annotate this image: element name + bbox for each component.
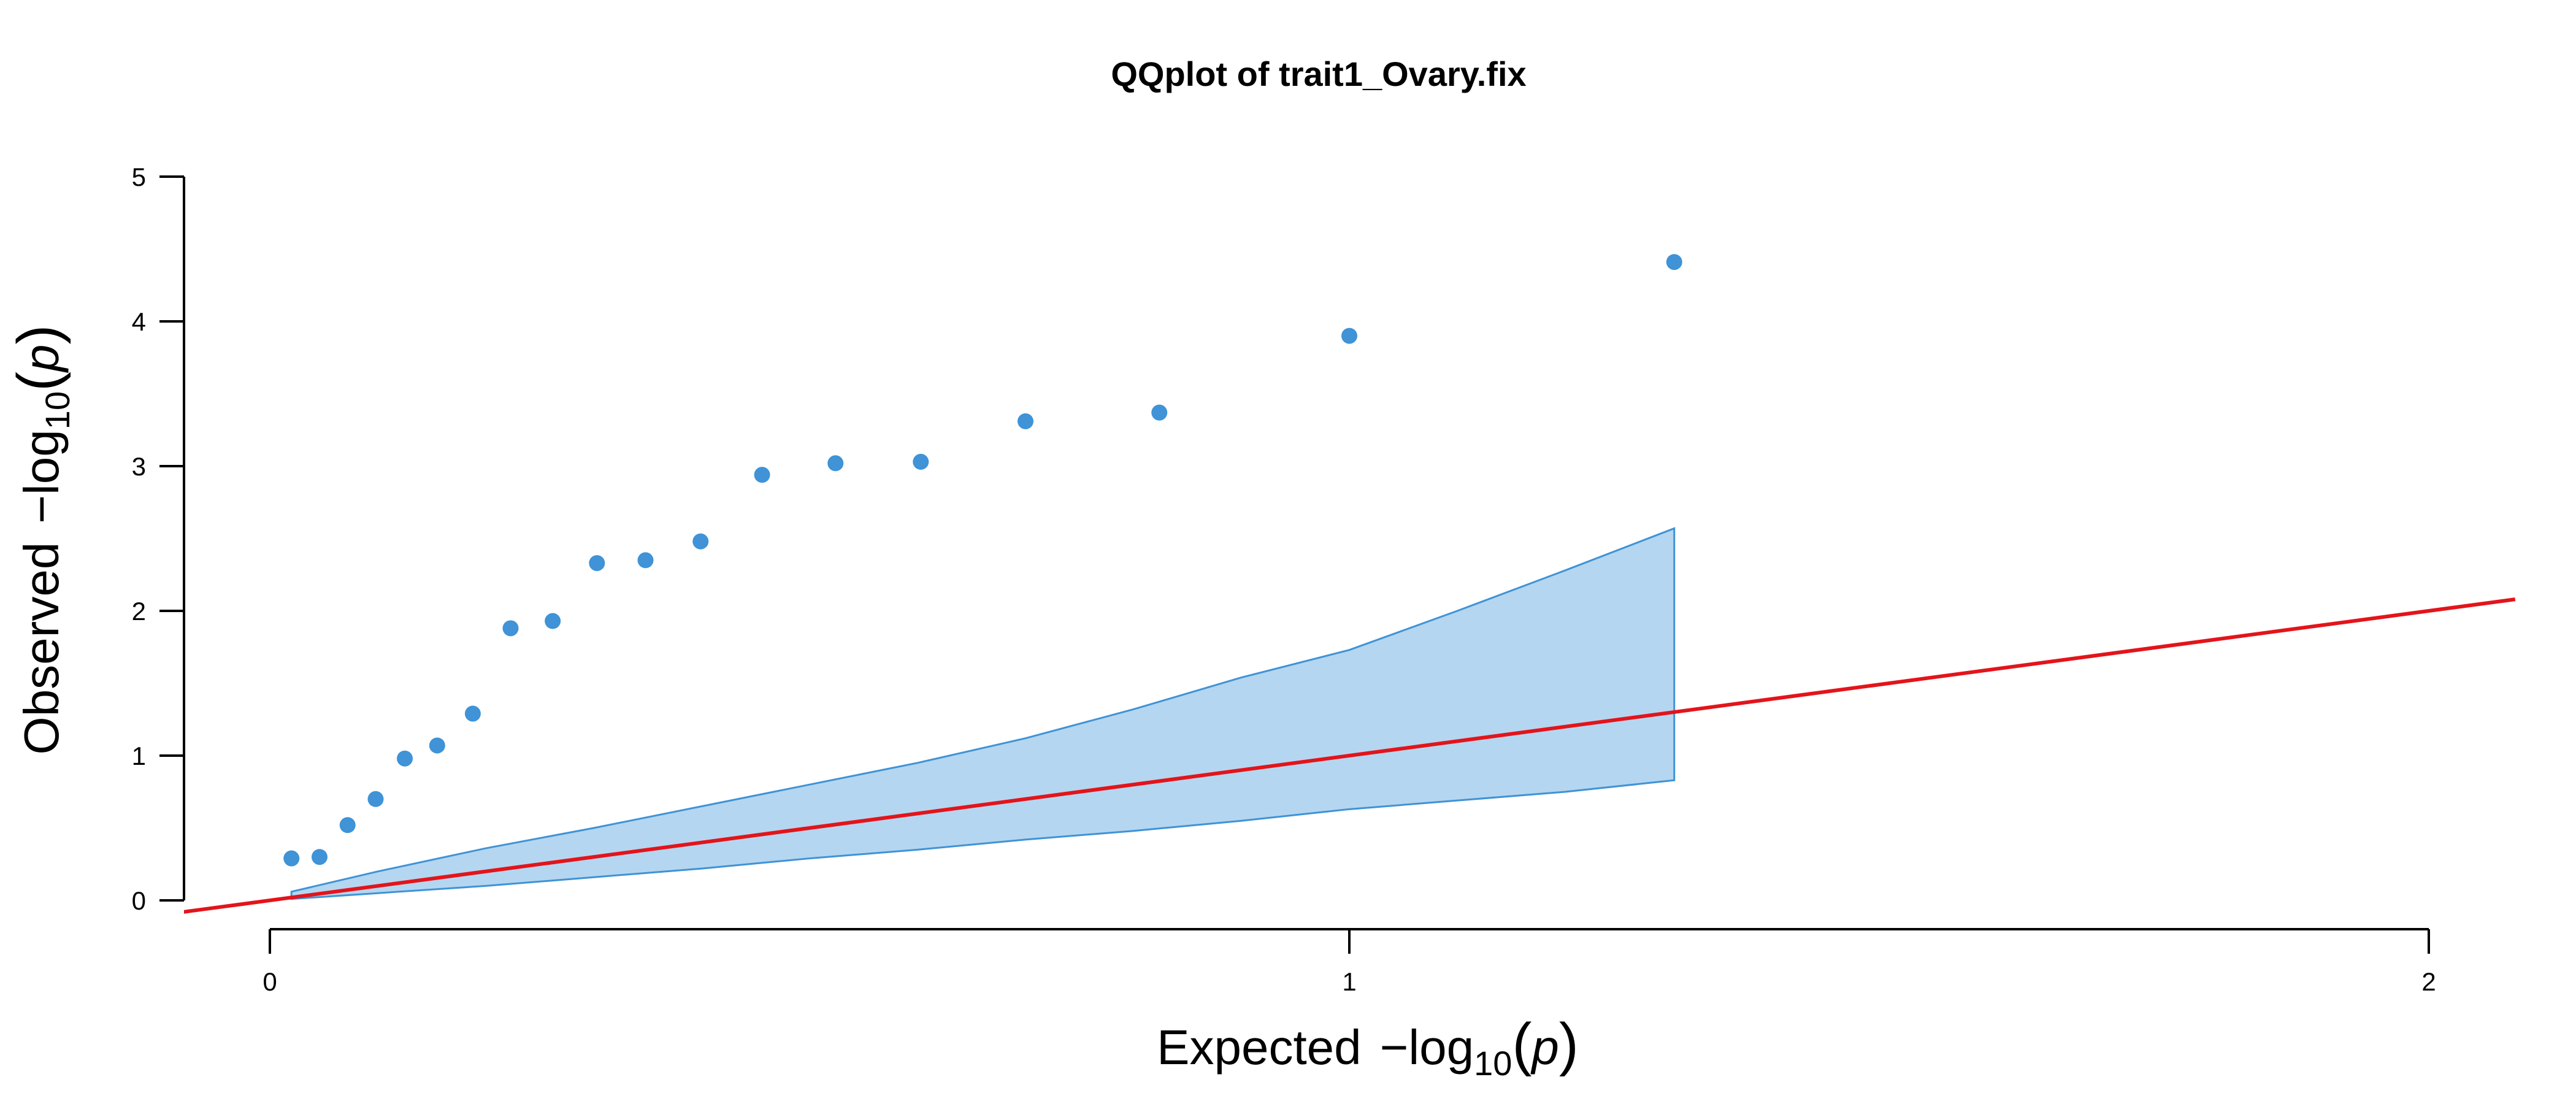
data-point: [429, 737, 445, 754]
x-tick-label: 1: [1342, 967, 1356, 996]
confidence-band-area: [290, 527, 1676, 900]
data-point: [637, 552, 654, 569]
data-point: [913, 453, 929, 470]
y-tick-label: 4: [132, 307, 146, 336]
data-point: [827, 455, 844, 472]
data-point: [367, 791, 384, 807]
data-point: [1666, 254, 1682, 270]
data-point: [339, 817, 356, 834]
data-point: [1018, 413, 1033, 429]
data-point: [397, 750, 413, 767]
confidence-band: [290, 527, 1676, 900]
data-point: [692, 533, 709, 550]
x-axis: 0 1 2: [263, 928, 2436, 996]
data-points: [283, 254, 1682, 867]
data-point: [589, 555, 605, 572]
y-axis-title: Observed−log10(p): [6, 324, 77, 754]
x-tick-label: 0: [263, 967, 277, 996]
y-axis: 0 1 2 3 4 5: [132, 163, 185, 915]
y-tick-label: 0: [132, 886, 146, 915]
y-tick-label: 1: [132, 742, 146, 770]
x-axis-title: Expected −log10(p): [1157, 1011, 1579, 1083]
data-point: [1151, 404, 1168, 421]
y-tick-label: 2: [132, 597, 146, 626]
data-point: [283, 850, 300, 867]
data-point: [311, 849, 328, 865]
reference-line: [184, 597, 2516, 914]
data-point: [754, 467, 770, 483]
data-point: [1341, 328, 1357, 344]
data-point: [545, 613, 561, 629]
data-point: [464, 705, 481, 722]
x-tick-label: 2: [2421, 967, 2436, 996]
y-tick-label: 3: [132, 452, 146, 481]
data-point: [502, 620, 519, 637]
chart-title: QQplot of trait1_Ovary.fix: [1111, 55, 1526, 93]
reference-line-segment: [184, 597, 2516, 914]
y-tick-label: 5: [132, 163, 146, 191]
